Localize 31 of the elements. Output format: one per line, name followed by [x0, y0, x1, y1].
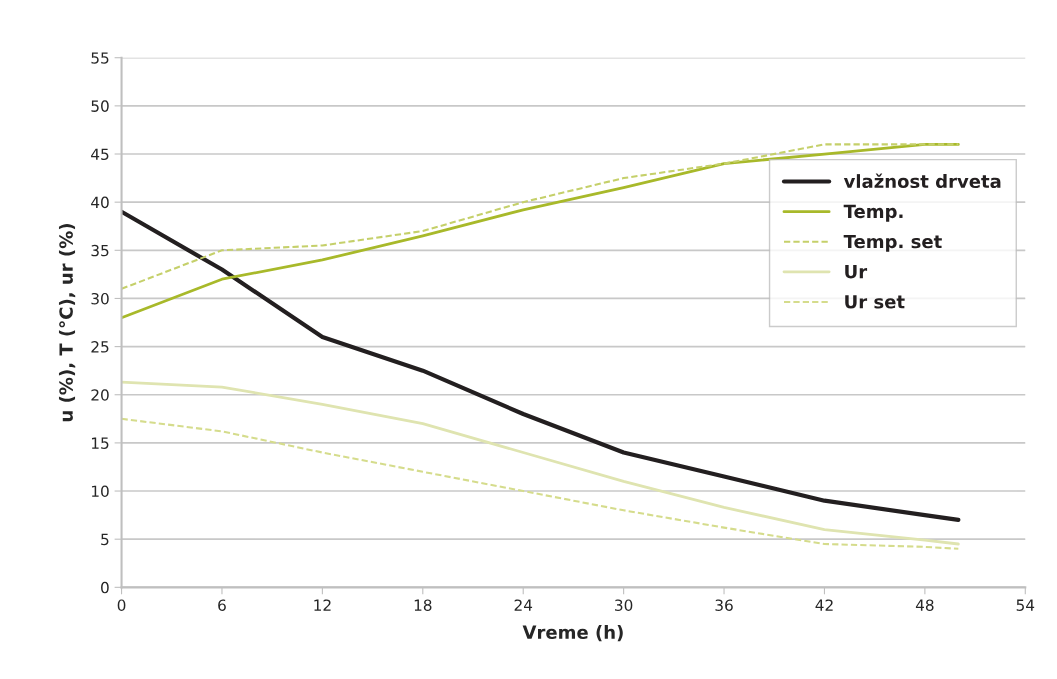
x-tick-label: 24 — [514, 599, 533, 611]
x-tick-label: 18 — [414, 599, 432, 611]
legend-label: Temp. — [843, 204, 903, 222]
line-series — [121, 380, 960, 546]
legend-label: Temp. set — [843, 234, 942, 252]
y-tick-label: 10 — [91, 485, 109, 498]
y-tick-label: 50 — [91, 100, 109, 112]
y-tick-label: 15 — [91, 437, 109, 449]
x-tick-label: 6 — [218, 599, 226, 611]
line-series — [121, 417, 960, 550]
y-tick-label: 0 — [101, 581, 109, 594]
x-tick-label: 36 — [715, 599, 733, 611]
y-tick-label: 5 — [101, 533, 109, 546]
x-axis-title: Vreme (h) — [522, 625, 623, 642]
y-tick-label: 25 — [91, 341, 109, 353]
y-tick-label: 20 — [91, 389, 109, 401]
legend-label: vlažnost drveta — [843, 173, 1001, 189]
y-tick-label: 30 — [91, 292, 109, 305]
y-tick-label: 35 — [91, 244, 109, 257]
x-tick-label: 42 — [815, 599, 833, 611]
y-tick-label: 45 — [91, 148, 109, 161]
x-tick-label: 12 — [314, 599, 331, 611]
x-tick-label: 30 — [615, 599, 633, 611]
y-axis-title: u (%), T (°C), ur (%) — [58, 224, 76, 422]
legend-label: Ur — [845, 265, 868, 279]
x-tick-label: 0 — [117, 599, 126, 611]
y-tick-label: 55 — [91, 52, 109, 64]
y-tick-label: 40 — [91, 196, 109, 209]
x-tick-label: 54 — [1016, 599, 1035, 611]
x-tick-label: 48 — [915, 599, 934, 611]
legend-label: Ur set — [845, 295, 905, 309]
